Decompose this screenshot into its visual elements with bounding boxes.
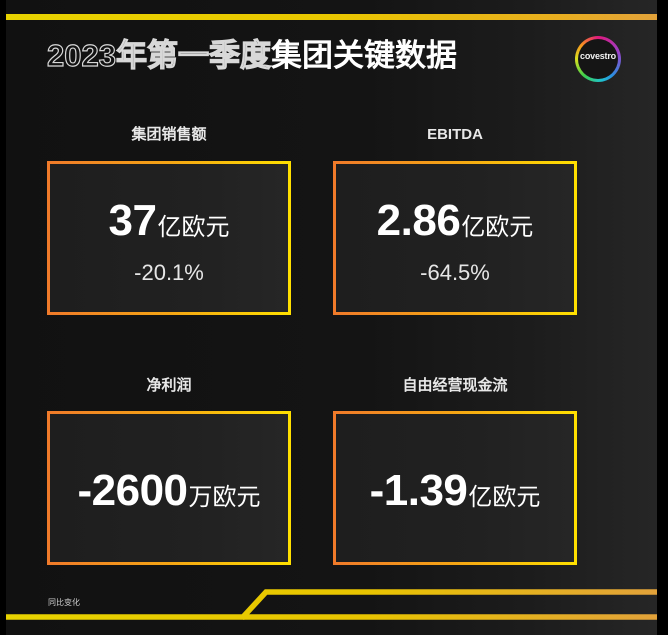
kpi-unit: 亿欧元	[468, 484, 541, 511]
kpi-value: -1.39	[369, 466, 468, 515]
kpi-label-ebitda: EBITDA	[427, 126, 483, 143]
kpi-card-group-sales: 37亿欧元 -20.1%	[47, 161, 291, 315]
title-period: 2023年第一季度	[46, 37, 271, 73]
kpi-unit: 亿欧元	[461, 214, 534, 241]
top-accent-bar	[6, 14, 657, 20]
kpi-value-line: -1.39亿欧元	[336, 466, 574, 516]
kpi-label-group-sales: 集团销售额	[131, 126, 207, 143]
kpi-value: 37	[108, 196, 157, 245]
kpi-card-net-income: -2600万欧元	[47, 411, 291, 565]
kpi-value-line: -2600万欧元	[50, 466, 288, 516]
footnote-yoy-change: 同比变化	[48, 598, 80, 607]
logo-wordmark: covestro	[580, 51, 616, 61]
kpi-card-body: 2.86亿欧元 -64.5%	[336, 164, 574, 312]
kpi-card-ebitda: 2.86亿欧元 -64.5%	[333, 161, 577, 315]
kpi-label-free-operating-cash-flow: 自由经营现金流	[402, 377, 508, 394]
kpi-label-net-income: 净利润	[146, 377, 192, 394]
kpi-card-free-operating-cash-flow: -1.39亿欧元	[333, 411, 577, 565]
kpi-value-line: 37亿欧元	[50, 196, 288, 246]
kpi-unit: 亿欧元	[157, 214, 230, 241]
kpi-value: -2600	[77, 466, 188, 515]
bottom-accent-lines	[6, 589, 657, 620]
kpi-value-line: 2.86亿欧元	[336, 196, 574, 246]
covestro-logo-icon: covestro	[575, 36, 621, 82]
kpi-value: 2.86	[376, 196, 461, 245]
kpi-card-body: -2600万欧元	[50, 414, 288, 562]
kpi-card-body: -1.39亿欧元	[336, 414, 574, 562]
infographic-canvas: 2023年第一季度集团关键数据 covestro 集团销售额 37亿欧元 -20…	[6, 0, 657, 635]
kpi-unit: 万欧元	[188, 484, 261, 511]
logo-inner-circle	[578, 39, 618, 79]
title-subject: 集团关键数据	[270, 38, 457, 73]
page-title: 2023年第一季度集团关键数据	[46, 36, 457, 76]
kpi-change: -20.1%	[134, 260, 204, 285]
kpi-card-body: 37亿欧元 -20.1%	[50, 164, 288, 312]
kpi-change: -64.5%	[420, 260, 490, 285]
